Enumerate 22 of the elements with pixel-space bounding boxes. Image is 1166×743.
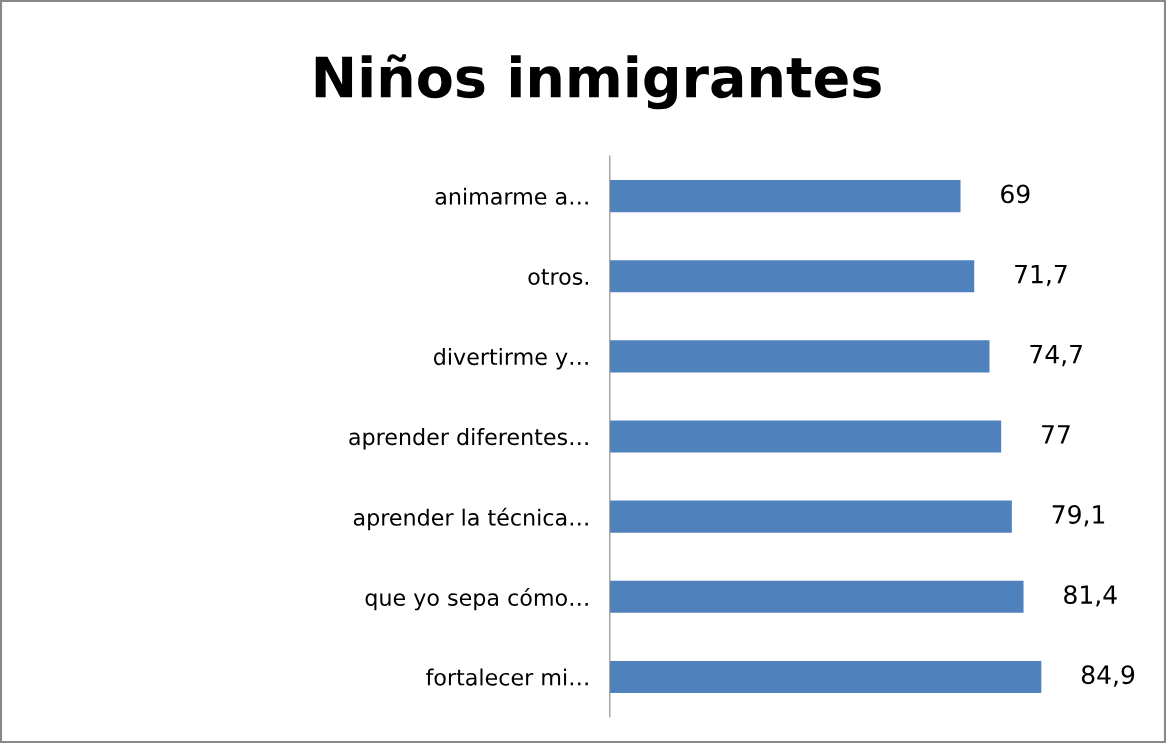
- bar: [609, 260, 975, 293]
- y-tick-label: otros.: [528, 269, 588, 285]
- bar: [609, 580, 1024, 613]
- data-label: 69: [1001, 184, 1030, 204]
- data-label: 71,7: [1015, 264, 1067, 287]
- y-tick-label: divertirme y…: [433, 347, 588, 370]
- y-tick-label: aprender diferentes…: [349, 428, 588, 450]
- data-label: 77: [1042, 425, 1070, 444]
- y-tick-label: aprender la técnica…: [353, 507, 588, 531]
- bar: [609, 340, 990, 373]
- data-label: 79,1: [1052, 504, 1105, 527]
- data-label: 84,9: [1081, 665, 1135, 687]
- y-tick-label: que yo sepa cómo…: [365, 587, 588, 611]
- bar: [609, 180, 961, 213]
- data-label: 81,4: [1064, 585, 1117, 607]
- y-tick-label: fortalecer mi…: [426, 668, 588, 686]
- data-label: 74,7: [1030, 345, 1082, 367]
- bar: [609, 660, 1042, 693]
- chart-title: Niños inmigrantes: [315, 54, 881, 110]
- bar: [609, 420, 1002, 453]
- y-tick-label: animarme a…: [435, 187, 588, 205]
- bar: [609, 500, 1012, 533]
